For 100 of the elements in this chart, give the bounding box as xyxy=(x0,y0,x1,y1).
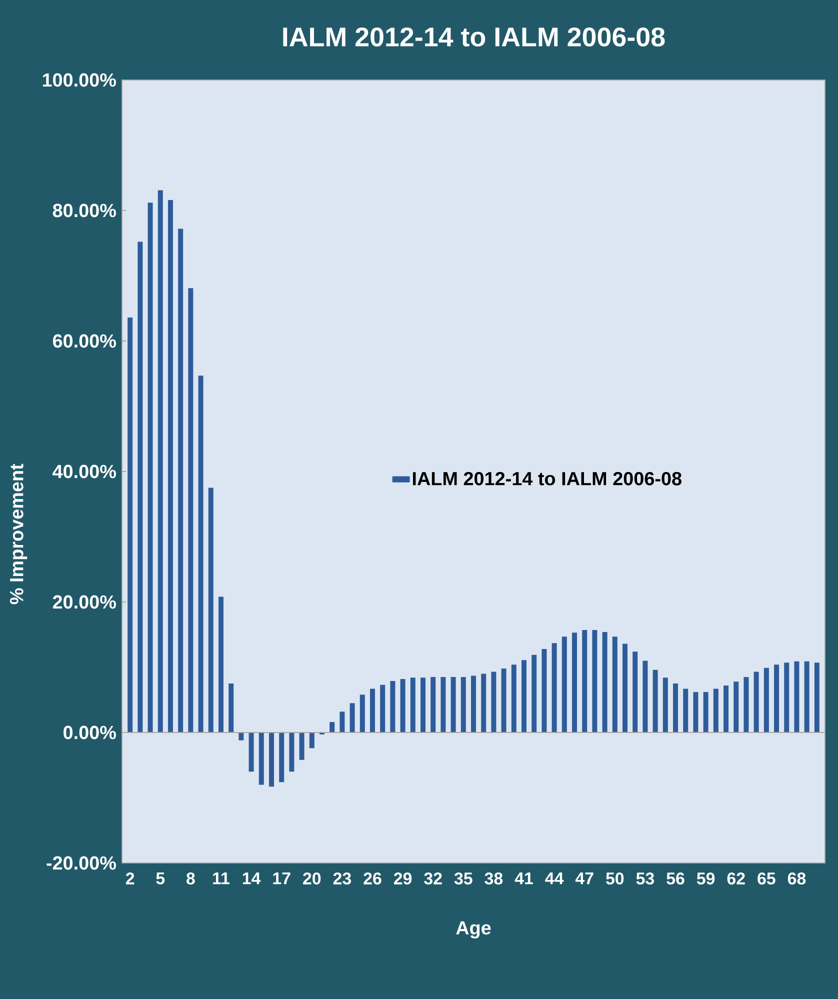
bar xyxy=(309,732,314,748)
bar xyxy=(602,632,608,732)
bar xyxy=(420,678,426,732)
bar xyxy=(370,688,375,732)
x-tick-label: 2 xyxy=(126,872,134,884)
legend-label: IALM 2012-14 to IALM 2006-08 xyxy=(412,472,682,486)
bar xyxy=(703,692,708,732)
bar xyxy=(279,732,284,782)
bar xyxy=(410,678,416,732)
x-tick-label: 35 xyxy=(454,872,472,885)
bar xyxy=(804,661,810,732)
bar xyxy=(188,288,194,732)
bar xyxy=(642,660,648,732)
x-tick-label: 29 xyxy=(394,872,412,885)
bar xyxy=(228,684,234,732)
bar xyxy=(218,596,224,732)
x-tick-label: 23 xyxy=(333,872,351,885)
x-tick-label: 17 xyxy=(273,872,290,884)
bar xyxy=(814,662,820,732)
bar xyxy=(542,648,547,732)
bar xyxy=(683,688,688,732)
bar xyxy=(511,664,516,732)
x-tick-label: 65 xyxy=(758,872,776,885)
y-tick-label: -20.00% xyxy=(46,856,116,870)
x-axis-title: Age xyxy=(456,921,491,938)
bar xyxy=(380,684,386,732)
bar xyxy=(299,732,304,760)
y-tick-label: 40.00% xyxy=(52,464,116,478)
bar xyxy=(532,654,537,732)
bar xyxy=(632,652,638,732)
bar xyxy=(471,676,476,732)
bar xyxy=(592,630,598,732)
bar xyxy=(774,664,780,732)
x-tick-label: 59 xyxy=(696,872,715,885)
bar xyxy=(400,678,406,732)
bar xyxy=(481,674,486,732)
bar xyxy=(622,644,628,732)
bar xyxy=(198,376,204,732)
bar xyxy=(128,318,133,732)
bar xyxy=(552,643,557,732)
bar xyxy=(744,677,749,732)
bar xyxy=(713,688,718,732)
bar xyxy=(612,636,618,732)
x-tick-label: 26 xyxy=(364,872,382,885)
x-tick-label: 32 xyxy=(424,872,442,885)
y-tick-label: 60.00% xyxy=(52,334,116,348)
bar xyxy=(268,732,274,787)
y-tick-label: 80.00% xyxy=(52,204,116,218)
bar xyxy=(491,672,496,732)
bar xyxy=(158,190,163,732)
bar xyxy=(784,662,790,732)
bar xyxy=(430,677,436,732)
bar xyxy=(582,630,588,732)
bar xyxy=(168,200,173,732)
bar xyxy=(350,703,355,732)
y-tick-label: 20.00% xyxy=(52,595,116,609)
bar xyxy=(522,660,527,732)
bar xyxy=(340,712,345,732)
x-tick-label: 38 xyxy=(484,872,503,885)
bar xyxy=(693,692,698,732)
bar xyxy=(289,732,294,772)
bar xyxy=(148,202,153,732)
y-tick-label: 100.00% xyxy=(42,73,116,87)
x-tick-label: 41 xyxy=(514,872,533,884)
bar xyxy=(440,677,446,732)
bar xyxy=(662,678,668,732)
x-tick-label: 5 xyxy=(156,872,165,884)
x-tick-label: 56 xyxy=(666,872,684,885)
bar xyxy=(390,680,396,732)
bar xyxy=(724,686,729,732)
x-tick-label: 44 xyxy=(545,872,564,884)
bar xyxy=(764,668,769,732)
x-tick-label: 62 xyxy=(727,872,745,885)
chart-title: IALM 2012-14 to IALM 2006-08 xyxy=(283,27,665,46)
bar xyxy=(360,694,365,732)
bar xyxy=(572,632,578,732)
y-axis-title: % Improvement xyxy=(10,464,28,604)
x-tick-label: 50 xyxy=(606,872,624,885)
bar xyxy=(734,682,739,732)
bar xyxy=(138,242,143,732)
x-tick-label: 14 xyxy=(242,872,261,884)
x-tick-label: 20 xyxy=(303,872,321,885)
bar xyxy=(562,636,567,732)
bar xyxy=(501,668,506,732)
bar xyxy=(330,722,335,732)
bar xyxy=(450,677,456,732)
bar xyxy=(460,677,466,732)
bar xyxy=(754,672,759,732)
bar xyxy=(208,488,214,732)
bar xyxy=(258,732,264,785)
x-tick-label: 11 xyxy=(213,872,230,884)
bar xyxy=(248,732,254,772)
y-tick-label: 0.00% xyxy=(64,726,116,740)
bar xyxy=(673,684,678,732)
x-tick-label: 47 xyxy=(575,872,594,884)
bar xyxy=(794,661,800,732)
bar xyxy=(238,732,244,740)
bar xyxy=(652,670,658,732)
bar xyxy=(178,228,184,732)
x-tick-label: 53 xyxy=(636,872,654,885)
